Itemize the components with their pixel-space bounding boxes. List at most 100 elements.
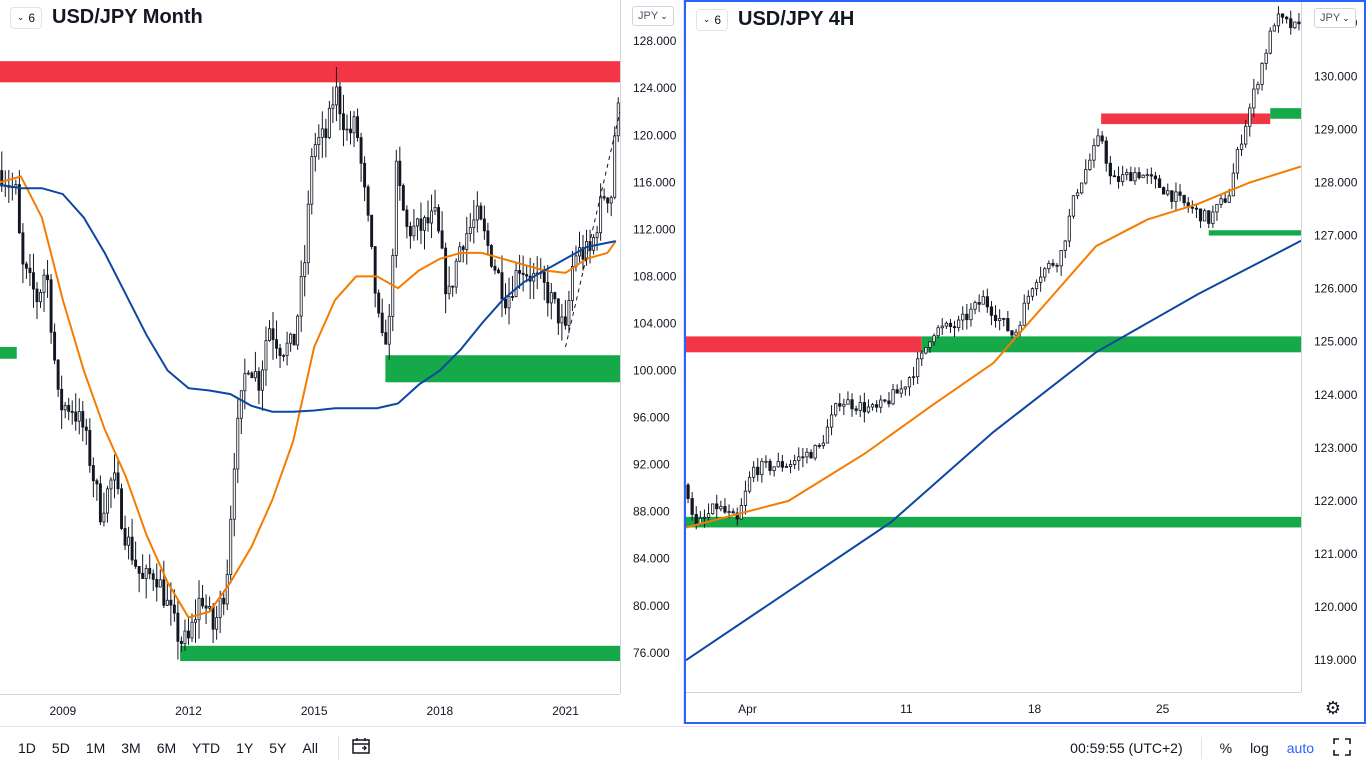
candle xyxy=(924,347,928,355)
candle xyxy=(493,259,497,275)
candle-body xyxy=(1084,169,1088,184)
candle xyxy=(451,285,455,297)
candle xyxy=(613,126,617,200)
candle-body xyxy=(727,511,731,514)
x-tick-label: 2015 xyxy=(301,704,328,718)
candle xyxy=(1182,194,1186,207)
candle xyxy=(525,265,529,283)
range-all[interactable]: All xyxy=(302,739,318,756)
range-5y[interactable]: 5Y xyxy=(269,739,287,756)
four-hour-chart-pane[interactable]: ⌄ 6 USD/JPY 4H 131.000130.000129.000128.… xyxy=(684,0,1366,724)
candle xyxy=(1010,329,1014,339)
candle-body xyxy=(1244,125,1248,145)
range-6m[interactable]: 6M xyxy=(156,739,177,756)
candle-body xyxy=(756,466,760,476)
candle xyxy=(813,444,817,461)
candle xyxy=(1239,134,1244,157)
candle-body xyxy=(384,332,388,345)
candle xyxy=(957,315,961,332)
candle-body xyxy=(821,442,825,447)
candle-body xyxy=(883,399,887,402)
settings-gear-icon[interactable]: ⚙ xyxy=(1324,697,1342,718)
candle-body xyxy=(1002,318,1006,320)
candle xyxy=(578,231,581,263)
candle-body xyxy=(1133,172,1137,182)
candle-body xyxy=(719,506,723,510)
candle-body xyxy=(67,405,71,412)
left-time-axis[interactable]: 2009 2012 2015 2018 2021 xyxy=(0,694,620,724)
range-5d[interactable]: 5D xyxy=(51,739,70,756)
candle xyxy=(201,584,205,609)
candle-body xyxy=(752,466,756,478)
candle xyxy=(1203,208,1207,222)
candle-body xyxy=(581,247,585,260)
candle-body xyxy=(120,488,123,529)
candle xyxy=(292,333,296,346)
candle xyxy=(911,367,916,386)
candle-body xyxy=(176,612,180,642)
candle xyxy=(246,370,250,376)
candle-body xyxy=(401,185,405,211)
clock-timezone[interactable]: 00:59:55 (UTC+2) xyxy=(1070,740,1183,756)
percent-scale-toggle[interactable]: % xyxy=(1219,740,1233,756)
monthly-chart-pane[interactable]: ⌄ 6 USD/JPY Month 128.000 124.000 120.000 1… xyxy=(0,0,684,724)
candle xyxy=(257,367,261,405)
candle xyxy=(303,245,307,297)
range-1d[interactable]: 1D xyxy=(18,739,36,756)
left-plot-area[interactable] xyxy=(0,0,620,694)
candle xyxy=(1297,13,1301,31)
candle-body xyxy=(158,579,162,588)
range-1m[interactable]: 1M xyxy=(85,739,106,756)
candle xyxy=(511,275,515,301)
candle-body xyxy=(1104,140,1108,164)
right-price-axis[interactable]: 131.000130.000129.000128.000127.000126.0… xyxy=(1301,2,1365,692)
candle xyxy=(944,321,948,330)
candle-body xyxy=(144,567,148,579)
candle-body xyxy=(60,388,64,411)
date-range-calendar-icon[interactable] xyxy=(351,736,373,759)
candle-body xyxy=(813,445,817,459)
right-currency-button[interactable]: JPY ⌄ xyxy=(1314,8,1356,28)
range-ytd[interactable]: YTD xyxy=(192,739,221,756)
candle xyxy=(70,400,74,425)
log-scale-toggle[interactable]: log xyxy=(1250,740,1269,756)
supply-zone xyxy=(0,61,620,83)
candle-body xyxy=(415,218,419,227)
candle xyxy=(215,605,219,640)
candle xyxy=(602,188,606,201)
candle xyxy=(275,320,278,359)
candle-body xyxy=(560,316,564,324)
fullscreen-icon[interactable] xyxy=(1332,737,1352,760)
candle-body xyxy=(95,480,99,485)
candle-body xyxy=(419,218,423,231)
candle-body xyxy=(370,214,374,247)
left-price-axis[interactable]: 128.000 124.000 120.000 116.000 112.000 108.0… xyxy=(620,0,684,694)
candle-body xyxy=(239,390,243,419)
auto-scale-toggle[interactable]: auto xyxy=(1286,740,1314,756)
candle xyxy=(176,598,180,660)
right-interval-button[interactable]: ⌄ 6 xyxy=(696,8,728,31)
candle xyxy=(88,418,92,473)
candle xyxy=(204,594,208,625)
candle-body xyxy=(91,465,95,482)
candle xyxy=(408,221,412,249)
candle xyxy=(535,256,539,290)
candle-body xyxy=(486,230,490,246)
candle xyxy=(1059,250,1063,276)
candle xyxy=(268,320,271,342)
right-plot-area[interactable] xyxy=(686,2,1301,692)
left-currency-button[interactable]: JPY ⌄ xyxy=(632,6,674,26)
candle-body xyxy=(887,400,891,405)
candle-body xyxy=(1289,18,1293,29)
candle xyxy=(162,560,166,609)
left-interval-button[interactable]: ⌄ 6 xyxy=(10,6,42,29)
candle-body xyxy=(747,476,752,492)
candle-body xyxy=(829,414,834,428)
right-time-axis[interactable]: Apr 11 18 25 xyxy=(686,692,1301,722)
candle-body xyxy=(1264,52,1268,64)
range-3m[interactable]: 3M xyxy=(121,739,141,756)
candle-body xyxy=(1006,318,1010,332)
range-1y[interactable]: 1Y xyxy=(236,739,254,756)
candle xyxy=(1248,103,1252,137)
candle xyxy=(998,309,1002,331)
